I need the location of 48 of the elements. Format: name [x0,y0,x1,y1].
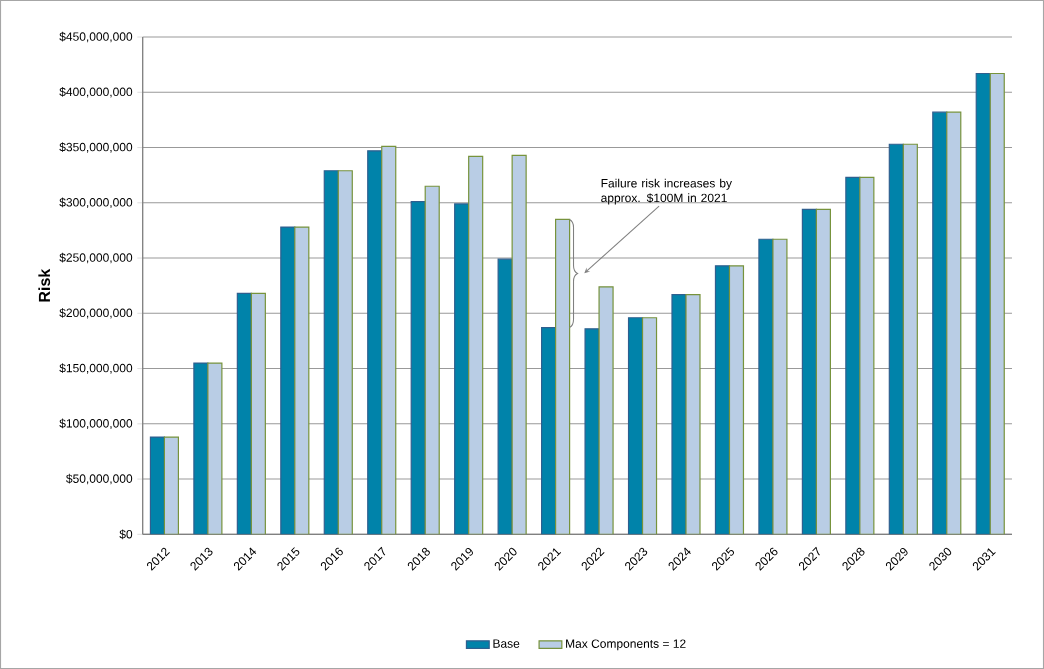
bar [902,143,918,535]
legend-label: Base [493,639,520,648]
bar [772,238,788,535]
bar [280,226,296,535]
bar [555,218,571,535]
bar [410,201,426,535]
bar [424,185,440,535]
bar [932,111,948,535]
bar [641,317,658,535]
bar [468,155,484,535]
bar [859,176,875,535]
bar [294,226,310,535]
bar [163,436,180,535]
y-tick-label: $100,000,000 [59,418,133,430]
y-tick-label: $0 [119,529,133,540]
bar [207,362,223,535]
bar [250,292,266,535]
bar [598,286,614,535]
bar [381,145,397,535]
bar [801,208,817,535]
bar [685,293,701,535]
bar [714,265,731,535]
y-tick-label: $250,000,000 [59,252,133,264]
bar [149,436,166,535]
y-tick-label: $50,000,000 [66,473,133,485]
annotation: Failure risk increases by approx. $100M in 2021 [601,178,732,205]
bar [236,292,252,535]
bar [815,208,831,535]
bar [337,170,353,535]
bar [728,265,745,535]
bar [367,150,383,535]
bar [888,143,904,535]
y-tick-label: $350,000,000 [59,142,133,153]
y-tick-label: $300,000,000 [59,197,133,208]
bar [946,111,962,535]
y-tick-label: $450,000,000 [59,31,133,43]
bar [323,170,339,535]
bar [627,317,644,535]
y-tick-label: $200,000,000 [59,308,133,319]
y-axis-title: Risk [38,268,51,302]
y-tick-label: $400,000,000 [59,87,133,98]
legend-label: Max Components = 12 [566,639,686,651]
bar [989,72,1005,535]
bar [541,327,557,535]
bar [975,72,991,535]
bar [454,203,470,535]
bar [511,154,527,535]
y-tick-label: $150,000,000 [59,363,133,374]
